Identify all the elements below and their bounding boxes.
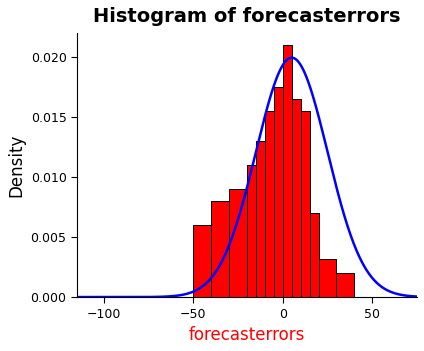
Bar — [229, 189, 247, 297]
Bar — [283, 45, 292, 297]
X-axis label: forecasterrors: forecasterrors — [189, 326, 305, 344]
Bar — [265, 111, 274, 297]
Bar — [256, 141, 265, 297]
Bar — [247, 165, 256, 297]
Y-axis label: Density: Density — [7, 133, 25, 197]
Title: Histogram of forecasterrors: Histogram of forecasterrors — [93, 7, 401, 26]
Bar — [193, 225, 211, 297]
Bar — [310, 213, 318, 297]
Bar — [211, 201, 229, 297]
Bar — [292, 99, 301, 297]
Bar — [337, 273, 354, 297]
Bar — [318, 259, 337, 297]
Bar — [301, 111, 310, 297]
Bar — [274, 87, 283, 297]
